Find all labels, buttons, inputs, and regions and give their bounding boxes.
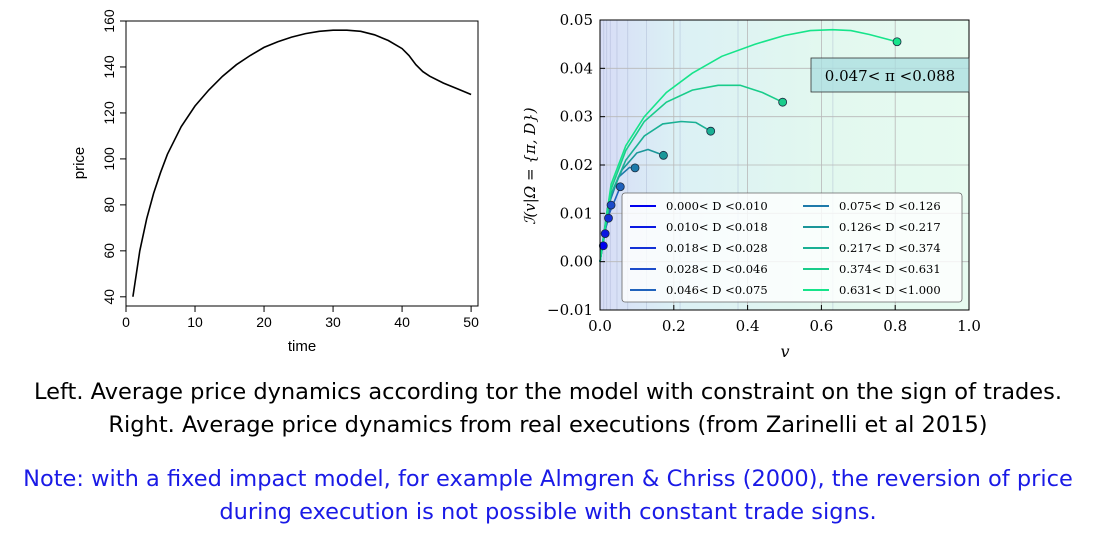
left-x-ticks: 0 10 20 30 40 50: [122, 306, 479, 330]
left-x-tick-label: 50: [463, 314, 479, 330]
legend-label-8: 0.374< D <0.631: [839, 262, 941, 276]
right-y-ticks: −0.01 0.00 0.01 0.02 0.03 0.04 0.05: [547, 11, 605, 319]
left-plot-frame: [125, 20, 479, 307]
left-y-tick-label: 60: [101, 243, 117, 259]
legend-label-4: 0.046< D <0.075: [666, 283, 768, 297]
legend-label-7: 0.217< D <0.374: [839, 241, 941, 255]
series-endpoint-5: [630, 163, 640, 173]
right-y-tick-label: 0.04: [560, 59, 593, 77]
left-y-tick-label: 100: [101, 147, 117, 171]
right-x-tick-label: 0.8: [883, 317, 907, 335]
right-x-tick-label: 0.0: [588, 317, 612, 335]
right-y-tick-label: 0.05: [560, 11, 593, 29]
right-series-endpoints: [598, 37, 902, 251]
series-endpoint-9: [892, 37, 902, 47]
series-line-7: [599, 120, 712, 262]
left-x-tick-label: 0: [122, 314, 130, 330]
right-y-tick-label: 0.00: [560, 253, 593, 271]
legend-label-9: 0.631< D <1.000: [839, 283, 941, 297]
legend-label-6: 0.126< D <0.217: [839, 220, 941, 234]
right-y-tick-label: 0.03: [560, 108, 593, 126]
left-x-tick-label: 20: [256, 314, 272, 330]
series-line-9: [599, 28, 898, 262]
right-x-ticks: 0.0 0.2 0.4 0.6 0.8 1.0: [588, 305, 981, 335]
left-x-tick-label: 40: [394, 314, 410, 330]
left-x-tick-label: 30: [325, 314, 341, 330]
series-endpoint-3: [606, 200, 616, 210]
left-y-tick-label: 160: [101, 9, 117, 33]
left-x-axis-label: time: [288, 338, 316, 355]
price-curve: [132, 29, 472, 297]
series-endpoint-0: [598, 241, 608, 251]
legend: 0.000< D <0.010 0.010< D <0.018 0.018< D <…: [621, 192, 963, 303]
left-y-tick-label: 40: [101, 289, 117, 305]
series-endpoint-8: [778, 97, 788, 107]
pi-range-label: 0.047< π <0.088: [825, 67, 955, 85]
right-x-tick-label: 0.6: [809, 317, 833, 335]
legend-label-1: 0.010< D <0.018: [666, 220, 768, 234]
left-y-tick-label: 120: [101, 101, 117, 125]
right-x-tick-label: 0.4: [736, 317, 760, 335]
left-x-tick-label: 10: [187, 314, 203, 330]
pi-range-annotation: 0.047< π <0.088: [810, 57, 970, 93]
right-x-axis-label: v: [780, 342, 789, 361]
series-endpoint-4: [615, 182, 625, 192]
left-y-tick-label: 140: [101, 55, 117, 79]
right-y-tick-label: 0.02: [560, 156, 593, 174]
right-y-tick-label: 0.01: [560, 204, 593, 222]
series-endpoint-7: [706, 126, 716, 136]
left-y-ticks: 40 60 80 100 120 140 160: [101, 9, 126, 305]
right-y-tick-label: −0.01: [547, 301, 593, 319]
series-line-8: [599, 84, 784, 262]
legend-label-5: 0.075< D <0.126: [839, 199, 941, 213]
figure-area: 0 10 20 30 40 50 40 60 80 100 120 140 160 time pric…: [71, 9, 981, 361]
right-x-tick-label: 0.2: [662, 317, 686, 335]
series-endpoint-1: [600, 229, 610, 239]
series-endpoint-2: [604, 213, 613, 223]
right-y-axis-label: ℐ(v|Ω = {π, D}): [521, 107, 539, 224]
right-chart: 0.0 0.2 0.4 0.6 0.8 1.0 −0.01 0.00 0.01 0.02 0.03…: [521, 11, 981, 361]
figure-caption: Left. Average price dynamics according t…: [33, 379, 1063, 438]
legend-label-3: 0.028< D <0.046: [666, 262, 768, 276]
left-y-tick-label: 80: [101, 197, 117, 213]
legend-label-0: 0.000< D <0.010: [666, 199, 768, 213]
series-endpoint-6: [659, 150, 668, 160]
legend-label-2: 0.018< D <0.028: [666, 241, 768, 255]
impact-model-note: Note: with a fixed impact model, for exa…: [23, 466, 1073, 525]
left-y-axis-label: price: [71, 147, 88, 180]
right-x-tick-label: 1.0: [957, 317, 981, 335]
left-chart: 0 10 20 30 40 50 40 60 80 100 120 140 160 time pric…: [71, 9, 479, 355]
